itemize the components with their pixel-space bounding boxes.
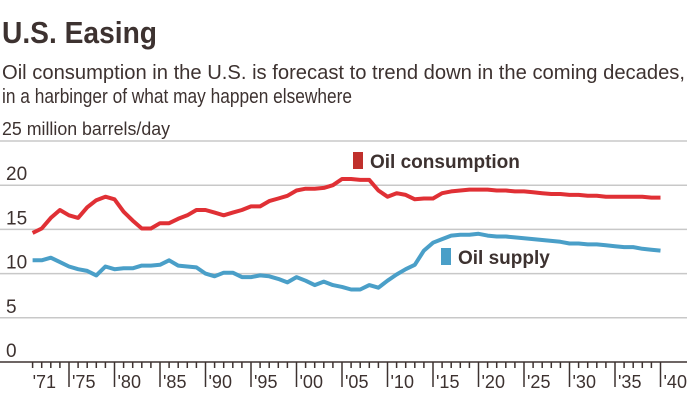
chart-subtitle-line-1: Oil consumption in the U.S. is forecast … — [2, 62, 685, 84]
legend-swatch-oil-supply — [441, 248, 451, 265]
x-tick-label: '71 — [33, 372, 56, 392]
x-tick-label: '75 — [72, 372, 95, 392]
x-tick-label: '85 — [163, 372, 186, 392]
chart-subtitle-line-2: in a harbinger of what may happen elsewh… — [2, 86, 352, 108]
x-tick-label: '10 — [391, 372, 414, 392]
legend-oil-consumption: Oil consumption — [353, 152, 520, 173]
series-lines — [31, 177, 661, 292]
y-tick-label: 20 — [6, 164, 27, 185]
gridlines — [0, 140, 687, 319]
chart-title: U.S. Easing — [2, 15, 157, 50]
x-tick-label: '00 — [300, 372, 323, 392]
legend-label-oil-supply: Oil supply — [458, 248, 550, 269]
y-tick-label: 10 — [6, 253, 27, 274]
y-tick-label: 5 — [6, 297, 17, 318]
x-tick-label: '80 — [118, 372, 141, 392]
series-line-oil-supply — [32, 231, 661, 292]
x-tick-label: '90 — [209, 372, 232, 392]
x-tick-label: '15 — [436, 372, 459, 392]
series-line-oil-consumption — [31, 177, 661, 235]
x-tick-label: '40 — [664, 372, 687, 392]
x-axis: '71 '75 '80 '85 '90 '95 '00 '05 '10 '15 '20 '25 '30 '… — [0, 361, 687, 392]
x-tick-label: '05 — [345, 372, 368, 392]
x-tick-label: '95 — [254, 372, 277, 392]
x-tick-label: '20 — [482, 372, 505, 392]
x-tick-label: '35 — [618, 372, 641, 392]
legend-oil-supply: Oil supply — [441, 248, 550, 269]
y-tick-label: 15 — [6, 208, 27, 229]
y-tick-labels: 0 5 10 15 20 — [6, 164, 27, 362]
y-tick-label: 0 — [6, 341, 17, 362]
legend-swatch-oil-consumption — [353, 152, 363, 169]
y-axis-unit-label: 25 million barrels/day — [2, 119, 170, 139]
x-tick-label: '30 — [573, 372, 596, 392]
x-tick-label: '25 — [527, 372, 550, 392]
legend-label-oil-consumption: Oil consumption — [370, 152, 520, 173]
